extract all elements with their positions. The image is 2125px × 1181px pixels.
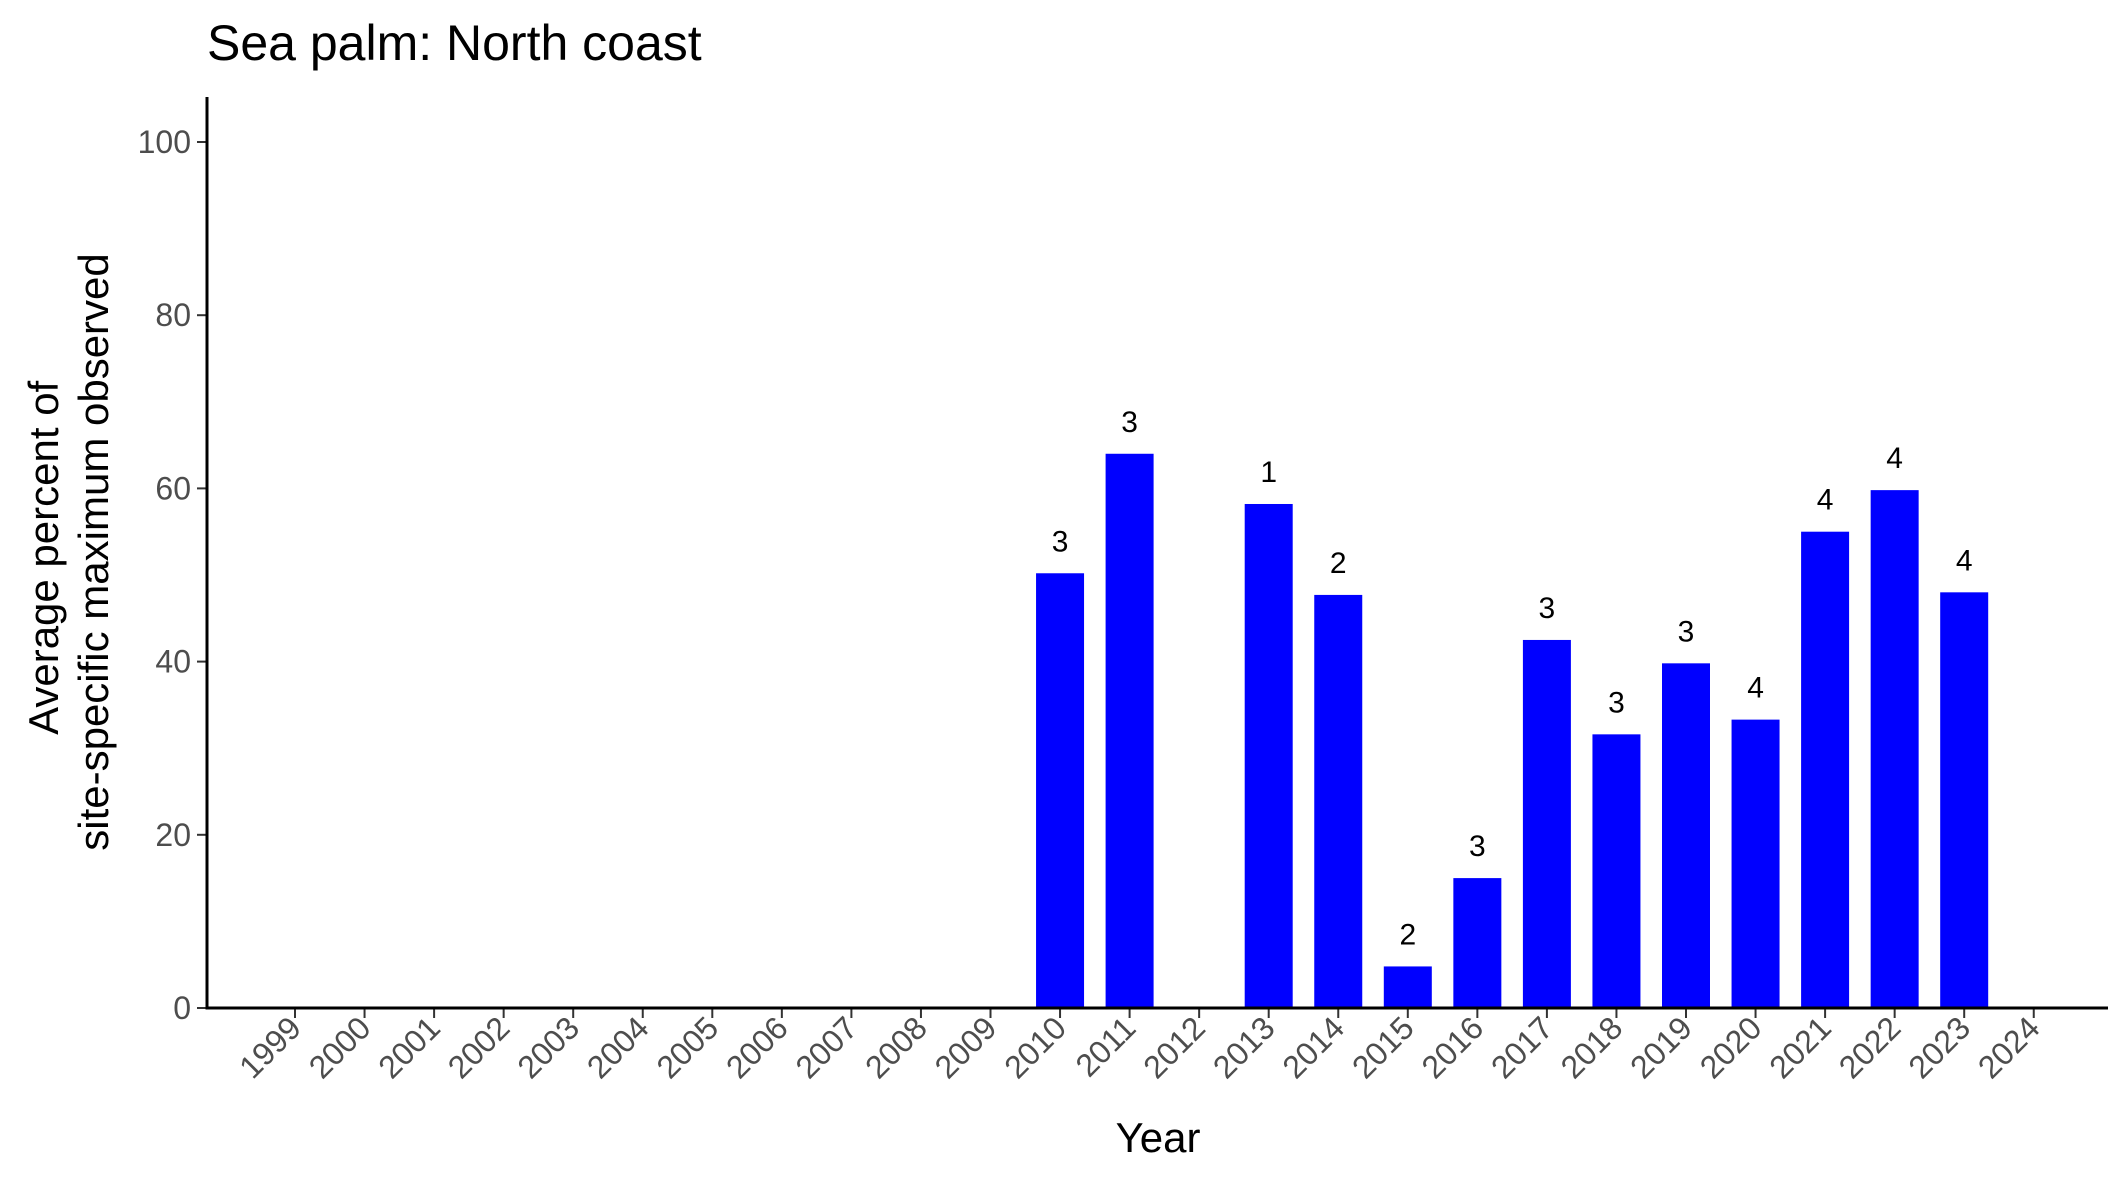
bar-count-label: 2: [1330, 547, 1347, 580]
bar-2015: [1383, 966, 1432, 1008]
bar-count-label: 2: [1399, 918, 1416, 951]
x-tick-label: 2018: [1554, 1009, 1630, 1085]
y-axis-title-line-2: site-specific maximum observed: [70, 253, 117, 851]
bar-2010: [1036, 573, 1085, 1008]
x-tick-label: 2019: [1623, 1009, 1699, 1085]
x-tick-label: 1999: [232, 1009, 308, 1085]
x-axis-ticks: 1999200020012002200320042005200620072008…: [232, 1008, 2047, 1085]
bar-2023: [1940, 592, 1989, 1008]
y-tick-label: 80: [155, 297, 191, 333]
bar-2020: [1731, 719, 1780, 1008]
bar-labels: 3 3 1 2 2 3 3 3 3 4 4 4 4: [1052, 406, 1973, 952]
x-tick-label: 2009: [928, 1009, 1004, 1085]
x-tick-label: 2021: [1762, 1009, 1838, 1085]
bar-2013: [1244, 503, 1293, 1008]
bar-2021: [1801, 531, 1850, 1008]
bar-2016: [1453, 878, 1502, 1008]
y-tick-label: 60: [155, 470, 191, 506]
x-tick-label: 2014: [1275, 1009, 1351, 1085]
x-tick-label: 2000: [302, 1009, 378, 1085]
bar-count-label: 3: [1539, 592, 1556, 625]
x-axis-title: Year: [1116, 1114, 1201, 1161]
bar-2011: [1105, 453, 1154, 1008]
y-tick-label: 20: [155, 817, 191, 853]
bar-count-label: 3: [1121, 406, 1138, 439]
x-tick-label: 2022: [1832, 1009, 1908, 1085]
bar-count-label: 4: [1747, 672, 1764, 705]
x-tick-label: 2013: [1206, 1009, 1282, 1085]
x-tick-label: 2024: [1971, 1009, 2047, 1085]
chart-title: Sea palm: North coast: [207, 15, 702, 71]
y-tick-label: 100: [138, 124, 191, 160]
y-axis-title: Average percent of site-specific maximum…: [20, 253, 117, 851]
y-axis-ticks: 0 20 40 60 80 100: [138, 124, 207, 1026]
bar-2018: [1592, 734, 1641, 1008]
bar-2019: [1662, 663, 1710, 1008]
bar-2014: [1314, 594, 1363, 1008]
y-axis-title-line-1: Average percent of: [20, 380, 67, 734]
y-tick-label: 40: [155, 644, 191, 680]
x-tick-label: 2006: [719, 1009, 795, 1085]
x-tick-label: 2008: [858, 1009, 934, 1085]
bar-2022: [1870, 490, 1919, 1009]
x-tick-label: 2001: [371, 1009, 447, 1085]
bar-count-label: 4: [1956, 544, 1973, 577]
bar-count-label: 1: [1260, 456, 1277, 489]
x-tick-label: 2017: [1484, 1009, 1560, 1085]
x-tick-label: 2003: [510, 1009, 586, 1085]
x-tick-label: 2002: [441, 1009, 517, 1085]
bar-count-label: 3: [1608, 686, 1625, 719]
bar-count-label: 3: [1052, 525, 1069, 558]
x-tick-label: 2020: [1693, 1009, 1769, 1085]
bars: [1036, 453, 1989, 1009]
bar-count-label: 4: [1817, 484, 1834, 517]
x-tick-label: 2005: [649, 1009, 725, 1085]
bar-2017: [1522, 639, 1571, 1008]
x-tick-label: 2016: [1415, 1009, 1491, 1085]
x-tick-label: 2007: [789, 1009, 865, 1085]
bar-count-label: 4: [1886, 442, 1903, 475]
y-tick-label: 0: [173, 990, 191, 1026]
x-tick-label: 2012: [1136, 1009, 1212, 1085]
x-tick-label: 2004: [580, 1009, 656, 1085]
bar-count-label: 3: [1678, 615, 1695, 648]
x-tick-label: 2023: [1901, 1009, 1977, 1085]
x-tick-label: 2011: [1068, 1009, 1142, 1083]
bar-count-label: 3: [1469, 830, 1486, 863]
x-tick-label: 2015: [1345, 1009, 1421, 1085]
x-tick-label: 2010: [997, 1009, 1073, 1085]
